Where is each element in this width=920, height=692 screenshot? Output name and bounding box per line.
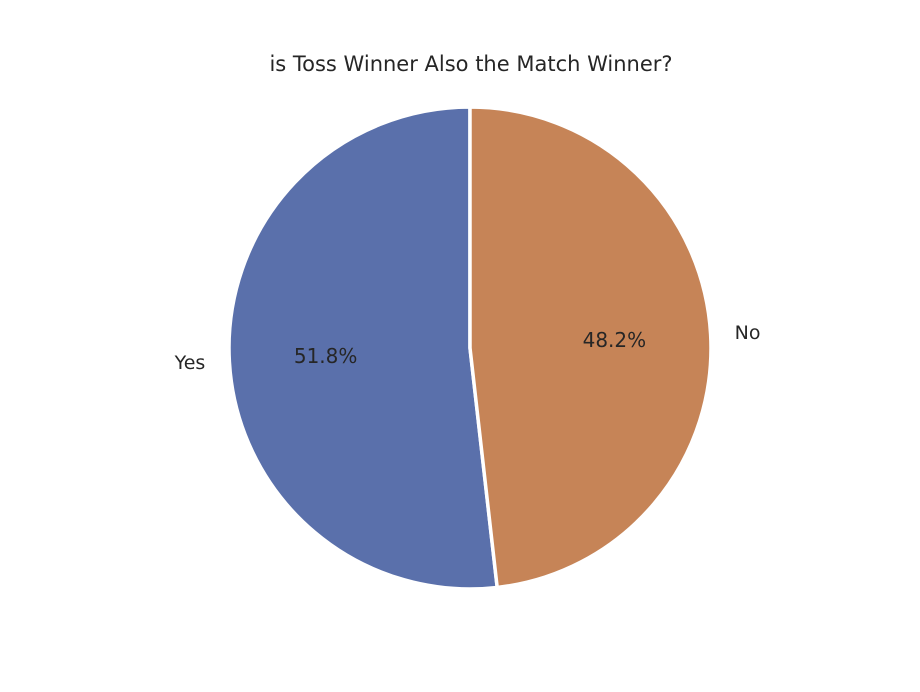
- category-label-no: No: [735, 322, 761, 344]
- pie-slice-yes: [227, 105, 499, 591]
- percent-label-yes: 51.8%: [294, 344, 358, 368]
- pie-slice-no: [468, 105, 713, 590]
- pie-labels: Yes 51.8% No 48.2%: [174, 322, 761, 374]
- chart-title: is Toss Winner Also the Match Winner?: [269, 52, 672, 76]
- pie-slices: [227, 105, 713, 591]
- category-label-yes: Yes: [174, 352, 206, 374]
- percent-label-no: 48.2%: [583, 328, 647, 352]
